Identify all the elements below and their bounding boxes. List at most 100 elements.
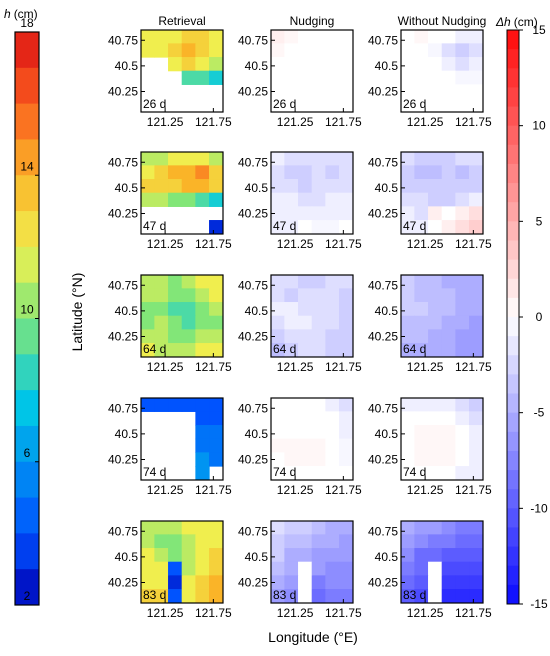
left-colorbar-segment [15, 354, 39, 391]
heatmap-cell [195, 179, 210, 194]
right-colorbar-segment [507, 336, 519, 356]
panel-47d-retrieval: 40.75 40.5 40.25 121.25 121.75 47 d [108, 151, 232, 251]
heatmap-cell [339, 411, 353, 426]
heatmap-cell [298, 398, 313, 412]
heatmap-cell [325, 179, 340, 194]
x-tick-label: 121.75 [195, 237, 232, 251]
heatmap-cell [401, 521, 415, 535]
heatmap-cell [469, 57, 483, 72]
heatmap-cell [414, 411, 429, 426]
heatmap-cell [469, 548, 483, 563]
heatmap-cell [469, 411, 483, 426]
y-tick-label: 40.75 [368, 401, 398, 415]
heatmap-cell [469, 30, 483, 44]
heatmap-cell [414, 43, 429, 58]
heatmap-cell [455, 561, 470, 576]
heatmap-cell [209, 452, 223, 467]
heatmap-cell [168, 534, 183, 549]
heatmap-cell [428, 57, 443, 72]
heatmap-cell [284, 30, 299, 44]
heatmap-cell [339, 343, 353, 357]
panel-74d-retrieval: 40.75 40.5 40.25 121.25 121.75 74 d [108, 397, 232, 497]
heatmap-cell [181, 57, 196, 72]
heatmap-cell [339, 521, 353, 535]
panel-74d-without-nudging: 40.75 40.5 40.25 121.25 121.75 74 d [368, 397, 492, 497]
heatmap-cell [428, 98, 443, 112]
heatmap-cell [209, 179, 223, 194]
heatmap-cell [298, 548, 313, 563]
right-colorbar-segment [507, 393, 519, 414]
heatmap-cell [311, 152, 326, 166]
right-colorbar-segment [507, 450, 519, 471]
heatmap-cell [455, 534, 470, 549]
heatmap-cell [154, 152, 169, 166]
y-tick-label: 40.5 [115, 59, 139, 73]
y-tick-label: 40.25 [368, 330, 398, 344]
heatmap-cell [154, 534, 169, 549]
heatmap-cell [209, 561, 223, 576]
heatmap-cell [469, 398, 483, 412]
right-colorbar-segment [507, 183, 519, 203]
y-tick-label: 40.25 [368, 453, 398, 467]
y-tick-label: 40.5 [375, 304, 399, 318]
heatmap-cell [154, 521, 169, 535]
heatmap-cell [284, 288, 299, 303]
heatmap-cell [414, 179, 429, 194]
heatmap-cell [401, 534, 415, 549]
right-colorbar-segment [507, 374, 519, 395]
y-tick-label: 40.25 [238, 330, 268, 344]
heatmap-cell [339, 275, 353, 289]
left-colorbar-segment [15, 318, 39, 355]
y-tick-label: 40.5 [245, 59, 269, 73]
heatmap-cell [181, 43, 196, 58]
panel-83d-without-nudging: 40.75 40.5 40.25 121.25 121.75 83 d [368, 520, 492, 620]
heatmap-cell [469, 466, 483, 480]
heatmap-cell [455, 302, 470, 317]
heatmap-cell [401, 452, 415, 467]
heatmap-cell [141, 192, 155, 207]
heatmap-cell [168, 275, 183, 289]
heatmap-cell [339, 548, 353, 563]
heatmap-cell [154, 165, 169, 180]
heatmap-cell [271, 30, 285, 44]
panel-day-label: 47 d [403, 219, 426, 233]
x-tick-label: 121.25 [147, 237, 184, 251]
heatmap-cell [428, 548, 443, 563]
heatmap-cell [325, 548, 340, 563]
heatmap-cell [401, 43, 415, 58]
y-tick-label: 40.5 [245, 550, 269, 564]
heatmap-cell [325, 30, 340, 44]
heatmap-cell [311, 98, 326, 112]
panel-frame [400, 397, 484, 481]
heatmap-cell [311, 452, 326, 467]
heatmap-cell [428, 275, 443, 289]
y-tick-label: 40.5 [245, 427, 269, 441]
right-colorbar-segment [507, 240, 519, 261]
y-tick-label: 40.25 [108, 576, 138, 590]
heatmap-cell [469, 521, 483, 535]
panel-frame [400, 520, 484, 604]
heatmap-cell [325, 84, 340, 99]
y-tick-label: 40.5 [375, 550, 399, 564]
panel-day-label: 47 d [143, 219, 166, 233]
heatmap-cell [325, 192, 340, 207]
y-tick-label: 40.25 [368, 576, 398, 590]
x-tick-label: 121.25 [147, 115, 184, 129]
panel-frame [140, 520, 224, 604]
heatmap-cell [154, 398, 169, 412]
column-title-nudging: Nudging [290, 14, 335, 28]
heatmap-cell [284, 452, 299, 467]
right-colorbar-segment [507, 470, 519, 490]
heatmap-cell [441, 57, 456, 72]
heatmap-cell [271, 411, 285, 426]
y-tick-label: 40.75 [108, 278, 138, 292]
heatmap-cell [469, 575, 483, 590]
heatmap-cell [209, 534, 223, 549]
right-colorbar-segment [507, 106, 519, 127]
right-colorbar-segment [507, 87, 519, 108]
y-tick-label: 40.5 [245, 304, 269, 318]
heatmap-cell [441, 192, 456, 207]
heatmap-cell [311, 315, 326, 330]
heatmap-cell [195, 425, 210, 440]
heatmap-cell [298, 452, 313, 467]
